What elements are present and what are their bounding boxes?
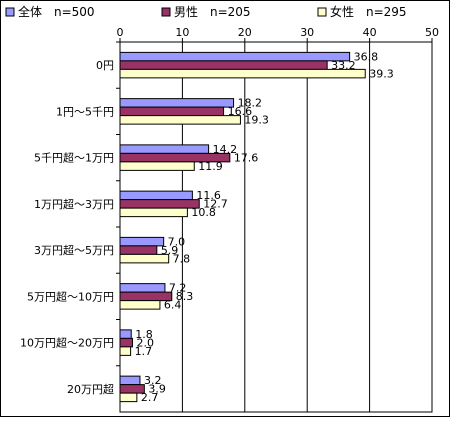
x-tick-label: 20 (238, 26, 252, 39)
data-label: 10.8 (191, 206, 216, 219)
data-label: 7.8 (173, 252, 191, 265)
x-tick-label: 0 (117, 26, 124, 39)
bar (119, 392, 138, 403)
plot-area (119, 41, 433, 413)
bar (119, 329, 132, 339)
data-label: 11.9 (198, 160, 223, 173)
data-label: 39.3 (369, 67, 394, 80)
bar (119, 207, 188, 218)
category-label: 1万円超～3万円 (34, 197, 114, 211)
data-label: 14.2 (213, 143, 238, 156)
data-label: 1.7 (135, 345, 153, 358)
bar (119, 375, 141, 386)
data-label: 7.2 (169, 282, 187, 295)
bar (119, 106, 225, 117)
data-label: 16.6 (228, 105, 253, 118)
bar (119, 337, 133, 348)
legend-label-0: 全体 n=500 (18, 4, 95, 19)
data-label: 18.2 (238, 97, 263, 110)
category-label: 1円～5千円 (56, 105, 114, 118)
bar (119, 253, 170, 264)
legend-swatch-0 (5, 7, 15, 17)
bar (119, 68, 366, 79)
data-label: 2.7 (141, 391, 159, 404)
bar (119, 283, 166, 293)
data-label: 1.8 (135, 328, 153, 341)
bar (119, 144, 210, 154)
gridlines (119, 38, 433, 412)
category-label: 10万円超～20万円 (20, 336, 114, 350)
bar (119, 236, 165, 247)
bar (119, 346, 132, 356)
category-label: 0円 (96, 59, 114, 72)
category-label: 5千円超～1万円 (34, 151, 114, 165)
category-label: 5万円超～10万円 (27, 289, 114, 303)
legend-swatch-1 (161, 7, 171, 17)
data-label: 6.4 (164, 299, 182, 312)
x-axis-ticks: 0 10 20 30 40 50 (117, 26, 440, 39)
data-label: 3.2 (144, 374, 162, 387)
category-label: 20万円超 (67, 382, 114, 396)
data-label: 8.3 (176, 290, 194, 303)
bar (119, 98, 235, 108)
bar (119, 300, 161, 310)
x-tick-label: 50 (425, 26, 439, 39)
legend-label-1: 男性 n=205 (174, 5, 251, 19)
bar (119, 161, 195, 171)
bar (119, 51, 351, 62)
x-tick-label: 40 (363, 26, 377, 39)
legend-label-2: 女性 n=295 (330, 4, 407, 19)
data-label: 19.3 (244, 114, 269, 127)
bars (119, 51, 366, 403)
bar (119, 245, 158, 255)
data-label: 3.9 (148, 383, 166, 396)
bar (119, 199, 200, 209)
legend-swatch-2 (317, 7, 327, 17)
data-label: 17.6 (234, 151, 259, 164)
bar (119, 60, 328, 70)
bar (119, 190, 193, 201)
data-label: 11.6 (196, 189, 221, 202)
x-tick-label: 10 (175, 26, 189, 39)
data-labels: 36.833.2 39.3 18.216.619.3 14.217.6 11.9 11.6… (135, 50, 394, 404)
category-labels: 0円 1円～5千円 5千円超～1万円 1万円超～3万円 3万円超～5万円 5万円超～10万… (20, 41, 120, 396)
data-label: 7.0 (168, 235, 186, 248)
x-tick-label: 30 (300, 26, 314, 39)
data-label: 36.8 (354, 50, 379, 63)
data-label: 2.0 (136, 336, 154, 349)
data-label: 33.2 (331, 59, 356, 72)
category-label: 3万円超～5万円 (34, 243, 114, 257)
legend: 全体 n=500 男性 n=205 女性 n=295 (5, 4, 407, 19)
data-label: 5.9 (161, 244, 179, 257)
data-label: 12.7 (203, 198, 228, 211)
bar (119, 115, 241, 125)
